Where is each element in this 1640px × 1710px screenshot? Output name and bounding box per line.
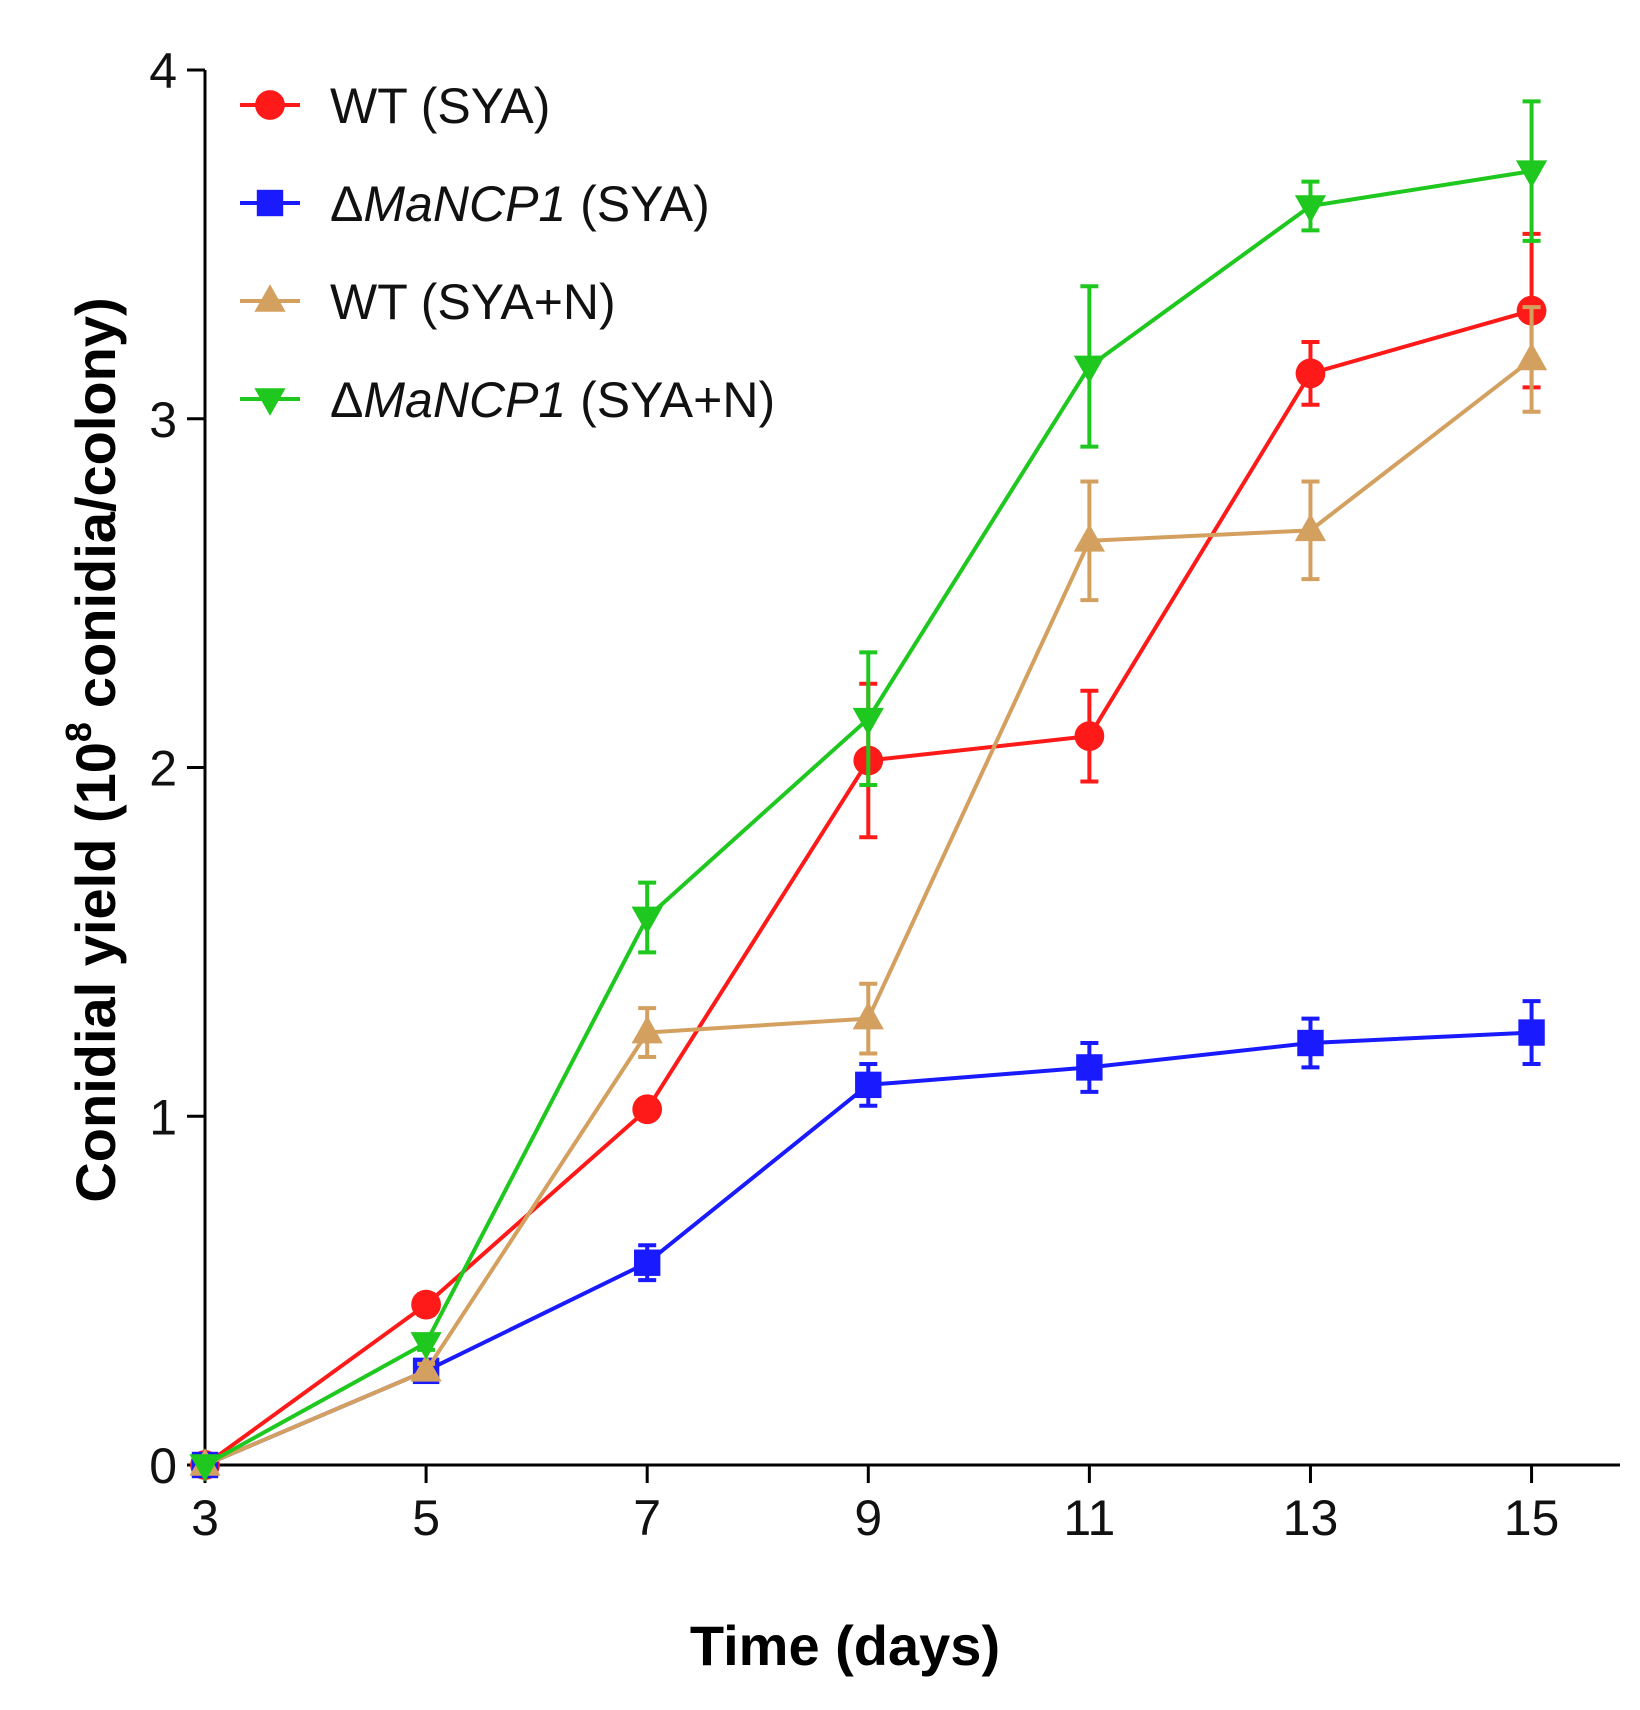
x-tick-label: 9 (854, 1490, 882, 1546)
y-tick-label: 2 (149, 741, 177, 797)
data-point (256, 189, 284, 217)
x-tick-label: 3 (191, 1490, 219, 1546)
y-tick-label: 1 (149, 1089, 177, 1145)
legend-item: WT (SYA) (240, 78, 550, 134)
data-point (631, 1015, 663, 1044)
data-point (1515, 160, 1548, 188)
data-point (633, 1249, 661, 1276)
data-point (255, 90, 285, 120)
y-axis-title-exponent: 8 (58, 722, 99, 742)
legend-label-part: MaNCP1 (363, 176, 566, 232)
x-tick-label: 13 (1283, 1490, 1339, 1546)
legend-item: WT (SYA+N) (240, 274, 616, 330)
data-point (631, 906, 663, 935)
legend-label: WT (SYA+N) (330, 274, 616, 330)
data-point (632, 1094, 663, 1125)
series-2 (191, 999, 1545, 1479)
legend-label-part: WT (SYA+N) (330, 274, 616, 330)
legend-label-part: (SYA) (566, 176, 710, 232)
y-axis-title-suffix: conidia/colony) (64, 297, 127, 708)
data-point (1076, 1054, 1103, 1081)
data-point (1073, 355, 1105, 384)
x-axis-title: Time (days) (690, 1614, 1000, 1677)
legend-label: ΔMaNCP1 (SYA) (330, 176, 710, 232)
x-tick-label: 15 (1504, 1490, 1560, 1546)
data-point (189, 1454, 221, 1482)
y-axis-title-prefix: Conidial yield (10 (64, 742, 127, 1203)
legend-label-part: WT (SYA) (330, 78, 550, 134)
data-point (1515, 342, 1548, 371)
y-tick-label: 3 (149, 392, 177, 448)
data-point (1518, 1019, 1545, 1046)
series-line (204, 357, 1533, 1467)
legend-item: ΔMaNCP1 (SYA+N) (240, 372, 775, 428)
data-point (1297, 1029, 1324, 1057)
series-3 (189, 305, 1548, 1476)
data-point (1295, 358, 1326, 389)
legend-label-part: (SYA+N) (566, 372, 775, 428)
legend-label-part: Δ (330, 372, 363, 428)
series-line (203, 308, 1533, 1467)
y-tick-label: 4 (149, 43, 177, 99)
x-tick-label: 7 (633, 1490, 661, 1546)
data-point (254, 284, 286, 312)
data-point (410, 1354, 442, 1382)
data-point (1294, 195, 1327, 223)
legend-label: WT (SYA) (330, 78, 550, 134)
data-point (1074, 721, 1105, 751)
data-point (411, 1289, 441, 1320)
legend-label-part: Δ (330, 176, 363, 232)
data-point (1073, 524, 1105, 552)
legend-label-part: MaNCP1 (363, 372, 566, 428)
data-point (852, 1001, 884, 1030)
x-tick-label: 11 (1063, 1490, 1115, 1546)
y-tick-label: 0 (149, 1438, 177, 1494)
data-point (410, 1332, 442, 1360)
data-point (852, 707, 884, 736)
series-layer (189, 99, 1548, 1482)
legend-item: ΔMaNCP1 (SYA) (240, 176, 710, 232)
legend: WT (SYA)ΔMaNCP1 (SYA)WT (SYA+N)ΔMaNCP1 (… (240, 78, 775, 428)
series-4 (189, 99, 1548, 1482)
data-point (1294, 513, 1327, 542)
y-axis-title: Conidial yield (108 conidia/colony) (58, 297, 127, 1202)
data-point (254, 388, 286, 416)
axis-ticks: 3 5 7 9 11 13 15 0 1 2 3 4 (149, 43, 1559, 1546)
legend-label: ΔMaNCP1 (SYA+N) (330, 372, 775, 428)
data-point (855, 1071, 882, 1099)
x-tick-label: 5 (412, 1490, 440, 1546)
